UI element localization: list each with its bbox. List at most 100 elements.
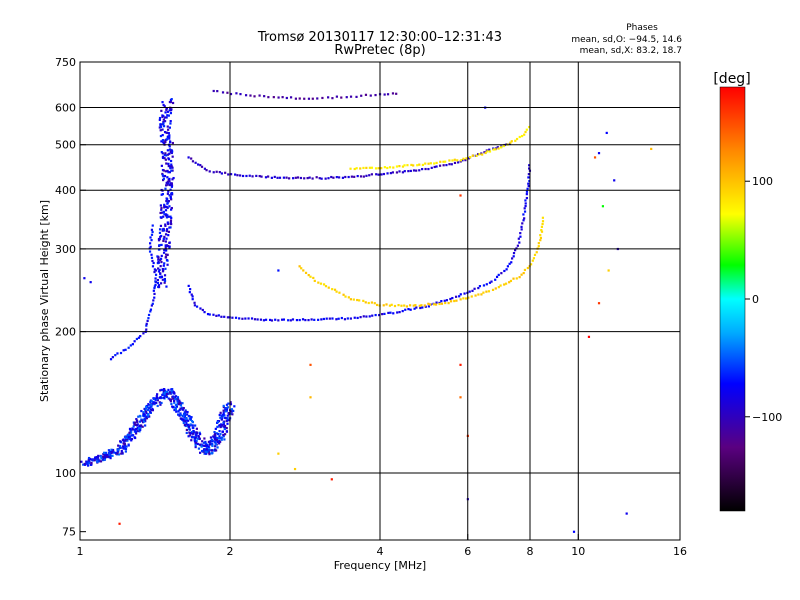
data-point — [169, 112, 173, 115]
data-point — [322, 317, 325, 321]
data-point — [525, 193, 528, 196]
data-point — [153, 292, 156, 296]
data-point — [180, 417, 183, 421]
data-point — [160, 388, 163, 391]
data-point — [163, 248, 166, 252]
data-point — [189, 417, 192, 420]
data-point — [222, 422, 225, 426]
data-point — [185, 421, 188, 425]
data-point — [156, 393, 159, 396]
data-point — [224, 417, 228, 420]
data-point — [128, 435, 132, 439]
data-point — [157, 248, 161, 251]
data-point — [160, 275, 164, 279]
data-point — [144, 407, 147, 410]
data-point — [459, 363, 462, 366]
data-point — [194, 424, 197, 427]
data-point — [164, 187, 167, 190]
data-point — [164, 267, 167, 270]
data-point — [165, 258, 169, 262]
data-point — [171, 388, 174, 391]
data-point — [168, 177, 171, 181]
data-point — [136, 420, 139, 424]
data-point — [137, 415, 140, 418]
data-point — [170, 198, 173, 201]
data-point — [367, 301, 370, 305]
data-point — [159, 403, 162, 406]
data-point — [191, 431, 194, 434]
data-point — [152, 289, 155, 292]
data-point — [161, 228, 164, 231]
data-point — [226, 417, 229, 420]
data-point — [299, 176, 303, 180]
data-point — [521, 222, 524, 225]
data-point — [116, 352, 119, 355]
data-point — [231, 316, 234, 319]
data-point — [481, 153, 484, 156]
data-point — [244, 94, 248, 97]
data-point — [301, 318, 305, 321]
data-point — [162, 210, 165, 213]
data-point — [130, 429, 133, 432]
data-point — [518, 276, 521, 279]
y-tick-label: 500 — [55, 139, 76, 152]
data-point — [123, 435, 127, 439]
data-point — [442, 160, 445, 163]
data-point — [468, 290, 471, 293]
data-point — [220, 415, 223, 418]
data-point — [212, 171, 215, 174]
data-point — [188, 428, 191, 431]
data-point — [145, 417, 149, 420]
data-point — [166, 253, 169, 256]
data-point — [169, 120, 172, 123]
data-point — [485, 283, 488, 286]
data-point — [165, 213, 168, 216]
data-point — [234, 173, 237, 176]
data-point — [215, 438, 219, 441]
data-point — [420, 304, 423, 307]
data-point — [282, 318, 286, 321]
data-point — [516, 244, 519, 247]
data-point — [123, 440, 126, 443]
x-tick-label: 16 — [673, 545, 687, 558]
data-point — [163, 281, 166, 284]
data-point — [161, 267, 164, 271]
data-point — [124, 439, 127, 442]
data-point — [424, 305, 427, 308]
x-tick-label: 6 — [464, 545, 471, 558]
data-point — [204, 442, 208, 445]
data-point — [232, 409, 235, 413]
data-point — [174, 406, 177, 410]
data-point — [169, 400, 172, 403]
data-point — [193, 439, 196, 442]
data-point — [200, 165, 204, 168]
data-point — [165, 390, 169, 394]
data-point — [170, 165, 173, 168]
data-point — [168, 205, 171, 208]
data-point — [239, 93, 242, 96]
data-point — [495, 275, 499, 278]
data-point — [160, 193, 163, 196]
data-point — [540, 225, 544, 228]
data-point — [158, 244, 161, 247]
data-point — [100, 457, 103, 460]
data-point — [183, 414, 186, 418]
data-point — [362, 299, 365, 302]
data-point — [386, 172, 389, 175]
data-point — [497, 147, 500, 150]
data-point — [135, 418, 138, 421]
data-point — [435, 301, 438, 304]
data-point — [219, 440, 222, 443]
data-point — [180, 414, 183, 417]
data-point — [215, 432, 218, 435]
data-point — [302, 269, 305, 272]
data-point — [303, 177, 306, 180]
data-point — [96, 456, 100, 459]
data-point — [165, 237, 168, 240]
data-point — [122, 349, 125, 352]
data-point — [219, 437, 222, 440]
data-point — [499, 284, 502, 287]
data-point — [110, 451, 113, 455]
data-point — [448, 159, 451, 162]
data-point — [194, 161, 197, 164]
